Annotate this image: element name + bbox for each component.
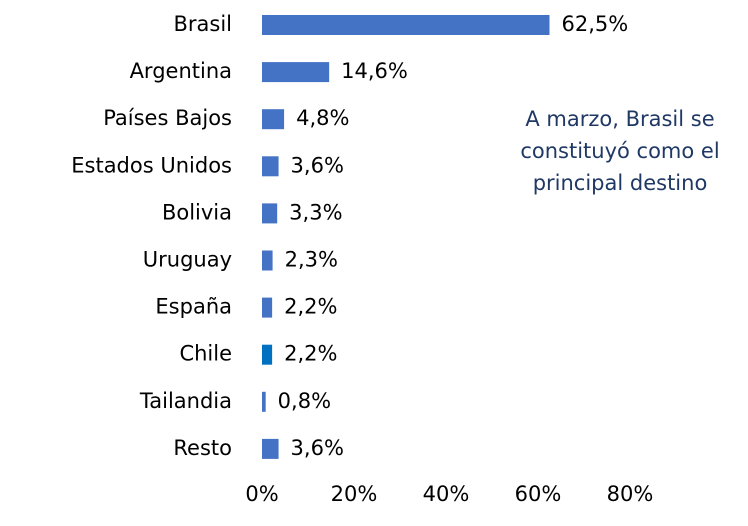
value-label: 2,2% <box>284 342 337 366</box>
bar <box>262 62 330 83</box>
value-label: 3,3% <box>289 200 342 224</box>
category-label: Países Bajos <box>103 106 232 130</box>
bar <box>262 391 266 412</box>
value-label: 3,6% <box>291 153 344 177</box>
annotation: A marzo, Brasil se <box>525 107 714 131</box>
bar <box>262 250 273 271</box>
bar <box>262 109 285 130</box>
category-label: Chile <box>179 342 232 366</box>
bar <box>262 344 273 365</box>
category-label: Bolivia <box>162 200 232 224</box>
bar <box>262 15 550 35</box>
bar <box>262 297 273 318</box>
annotation: principal destino <box>533 171 708 195</box>
value-label: 62,5% <box>562 12 629 36</box>
value-label: 14,6% <box>341 59 408 83</box>
x-tick-label: 40% <box>423 482 470 506</box>
value-label: 0,8% <box>278 389 331 413</box>
category-label: Tailandia <box>139 389 232 413</box>
value-label: 2,3% <box>285 248 338 272</box>
bar <box>262 156 279 177</box>
bar <box>262 203 278 224</box>
category-label: Brasil <box>173 12 232 36</box>
category-label: España <box>155 295 232 319</box>
annotation: constituyó como el <box>520 139 719 163</box>
x-tick-label: 20% <box>331 482 378 506</box>
x-tick-label: 60% <box>515 482 562 506</box>
x-tick-label: 0% <box>245 482 278 506</box>
value-label: 4,8% <box>296 106 349 130</box>
category-label: Uruguay <box>143 248 232 272</box>
category-label: Estados Unidos <box>71 153 232 177</box>
value-label: 2,2% <box>284 295 337 319</box>
x-tick-label: 80% <box>607 482 654 506</box>
category-label: Argentina <box>130 59 232 83</box>
category-label: Resto <box>173 436 232 460</box>
value-label: 3,6% <box>291 436 344 460</box>
bar <box>262 438 279 459</box>
